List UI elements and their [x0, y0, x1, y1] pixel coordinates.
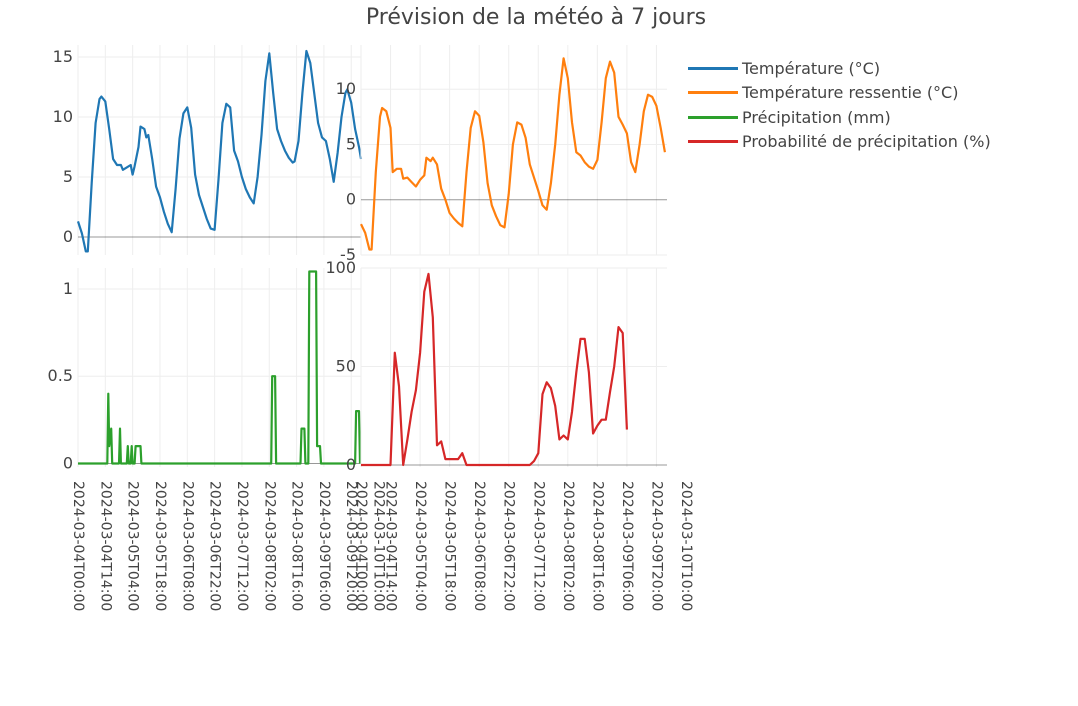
series-line	[360, 57, 666, 251]
legend-item-precip-prob[interactable]: Probabilité de précipitation (%)	[688, 130, 991, 155]
legend-item-feels-like[interactable]: Température ressentie (°C)	[688, 81, 991, 106]
x-tick-label: 2024-03-09T20:00	[343, 481, 359, 611]
subplot-3: 0 0.5 1 2024-03-04T00:00 2024-03-04T14:00 202…	[48, 268, 387, 611]
x-tick-label: 2024-03-08T16:00	[289, 481, 305, 611]
y-tick-label: 0	[346, 455, 356, 474]
y-tick-label: 50	[336, 357, 356, 376]
legend-swatch-precipitation	[688, 115, 738, 119]
x-tick-label: 2024-03-06T08:00	[179, 481, 195, 611]
x-tick-label: 2024-03-04T14:00	[383, 481, 399, 611]
legend-swatch-precip-prob	[688, 140, 738, 144]
chart-title: Prévision de la météo à 7 jours	[366, 5, 706, 30]
x-tick-label: 2024-03-04T14:00	[97, 481, 113, 611]
x-tick-label: 2024-03-04T00:00	[353, 481, 369, 611]
x-tick-label: 2024-03-09T20:00	[648, 481, 664, 611]
x-tick-label: 2024-03-07T12:00	[234, 481, 250, 611]
legend-label: Probabilité de précipitation (%)	[742, 132, 991, 152]
subplot-2: -5 0 5 10	[336, 45, 667, 264]
x-tick-label: 2024-03-09T06:00	[619, 481, 635, 611]
x-tick-label: 2024-03-08T16:00	[589, 481, 605, 611]
legend: Température (°C) Température ressentie (…	[688, 56, 991, 154]
y-tick-label: 1	[63, 279, 73, 298]
y-tick-label: 0	[63, 227, 73, 246]
y-tick-label: 0.5	[48, 366, 73, 385]
x-tick-label: 2024-03-05T18:00	[442, 481, 458, 611]
legend-swatch-feels-like	[688, 91, 738, 95]
y-tick-label: 0	[346, 190, 356, 209]
legend-item-temperature[interactable]: Température (°C)	[688, 56, 991, 81]
y-tick-label: 10	[53, 107, 73, 126]
y-tick-label: 15	[53, 47, 73, 66]
y-tick-label: 5	[346, 134, 356, 153]
x-tick-label: 2024-03-05T04:00	[412, 481, 428, 611]
x-tick-label: 2024-03-10T10:00	[678, 481, 694, 611]
x-tick-label: 2024-03-08T02:00	[261, 481, 277, 611]
x-tick-label: 2024-03-05T04:00	[125, 481, 141, 611]
legend-item-precipitation[interactable]: Précipitation (mm)	[688, 105, 991, 130]
y-tick-label: 5	[63, 167, 73, 186]
x-tick-label: 2024-03-08T02:00	[560, 481, 576, 611]
x-tick-label: 2024-03-06T08:00	[471, 481, 487, 611]
y-tick-label: -5	[340, 245, 356, 264]
y-tick-label: 10	[336, 79, 356, 98]
x-tick-label: 2024-03-06T22:00	[501, 481, 517, 611]
legend-swatch-temperature	[688, 66, 738, 70]
x-tick-label: 2024-03-09T06:00	[316, 481, 332, 611]
legend-label: Température ressentie (°C)	[742, 83, 959, 103]
x-tick-label: 2024-03-07T12:00	[530, 481, 546, 611]
series-line	[361, 272, 628, 467]
x-tick-label: 2024-03-04T00:00	[70, 481, 86, 611]
x-tick-label: 2024-03-06T22:00	[207, 481, 223, 611]
legend-label: Température (°C)	[742, 58, 881, 78]
series-line	[76, 49, 363, 253]
legend-label: Précipitation (mm)	[742, 107, 891, 127]
y-tick-label: 100	[325, 258, 356, 277]
x-tick-label: 2024-03-05T18:00	[152, 481, 168, 611]
subplot-1: 0 5 10 15	[53, 45, 363, 255]
y-tick-label: 0	[63, 454, 73, 473]
x-tick-label: 2024-03-10T10:00	[371, 481, 387, 611]
series-line	[78, 270, 362, 465]
